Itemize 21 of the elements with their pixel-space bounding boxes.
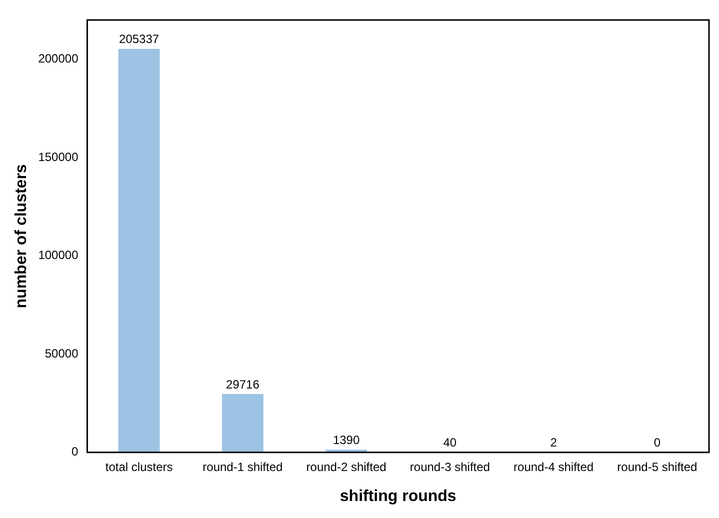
y-tick-label: 0 (72, 444, 79, 459)
x-tick-label: round-3 shifted (410, 460, 490, 474)
x-tick-label: round-2 shifted (306, 460, 386, 474)
y-axis-title: number of clusters (13, 164, 30, 308)
y-tick-label: 50000 (44, 346, 79, 360)
bar (118, 48, 160, 452)
data-label: 29716 (226, 377, 260, 392)
data-label: 2 (550, 436, 558, 450)
y-tick-label: 200000 (38, 52, 79, 66)
bar (222, 394, 264, 452)
y-tick-label: 150000 (38, 150, 79, 164)
data-label: 1390 (332, 432, 360, 447)
x-axis-title: shifting rounds (340, 488, 456, 505)
x-tick-label: total clusters (105, 460, 173, 474)
data-label: 0 (654, 436, 661, 450)
data-label: 40 (443, 436, 457, 450)
y-tick-label: 100000 (38, 248, 79, 262)
x-tick-label: round-5 shifted (617, 460, 698, 474)
x-tick-label: round-4 shifted (514, 460, 594, 474)
x-tick-label: round-1 shifted (202, 460, 283, 474)
data-label: 205337 (119, 32, 160, 46)
